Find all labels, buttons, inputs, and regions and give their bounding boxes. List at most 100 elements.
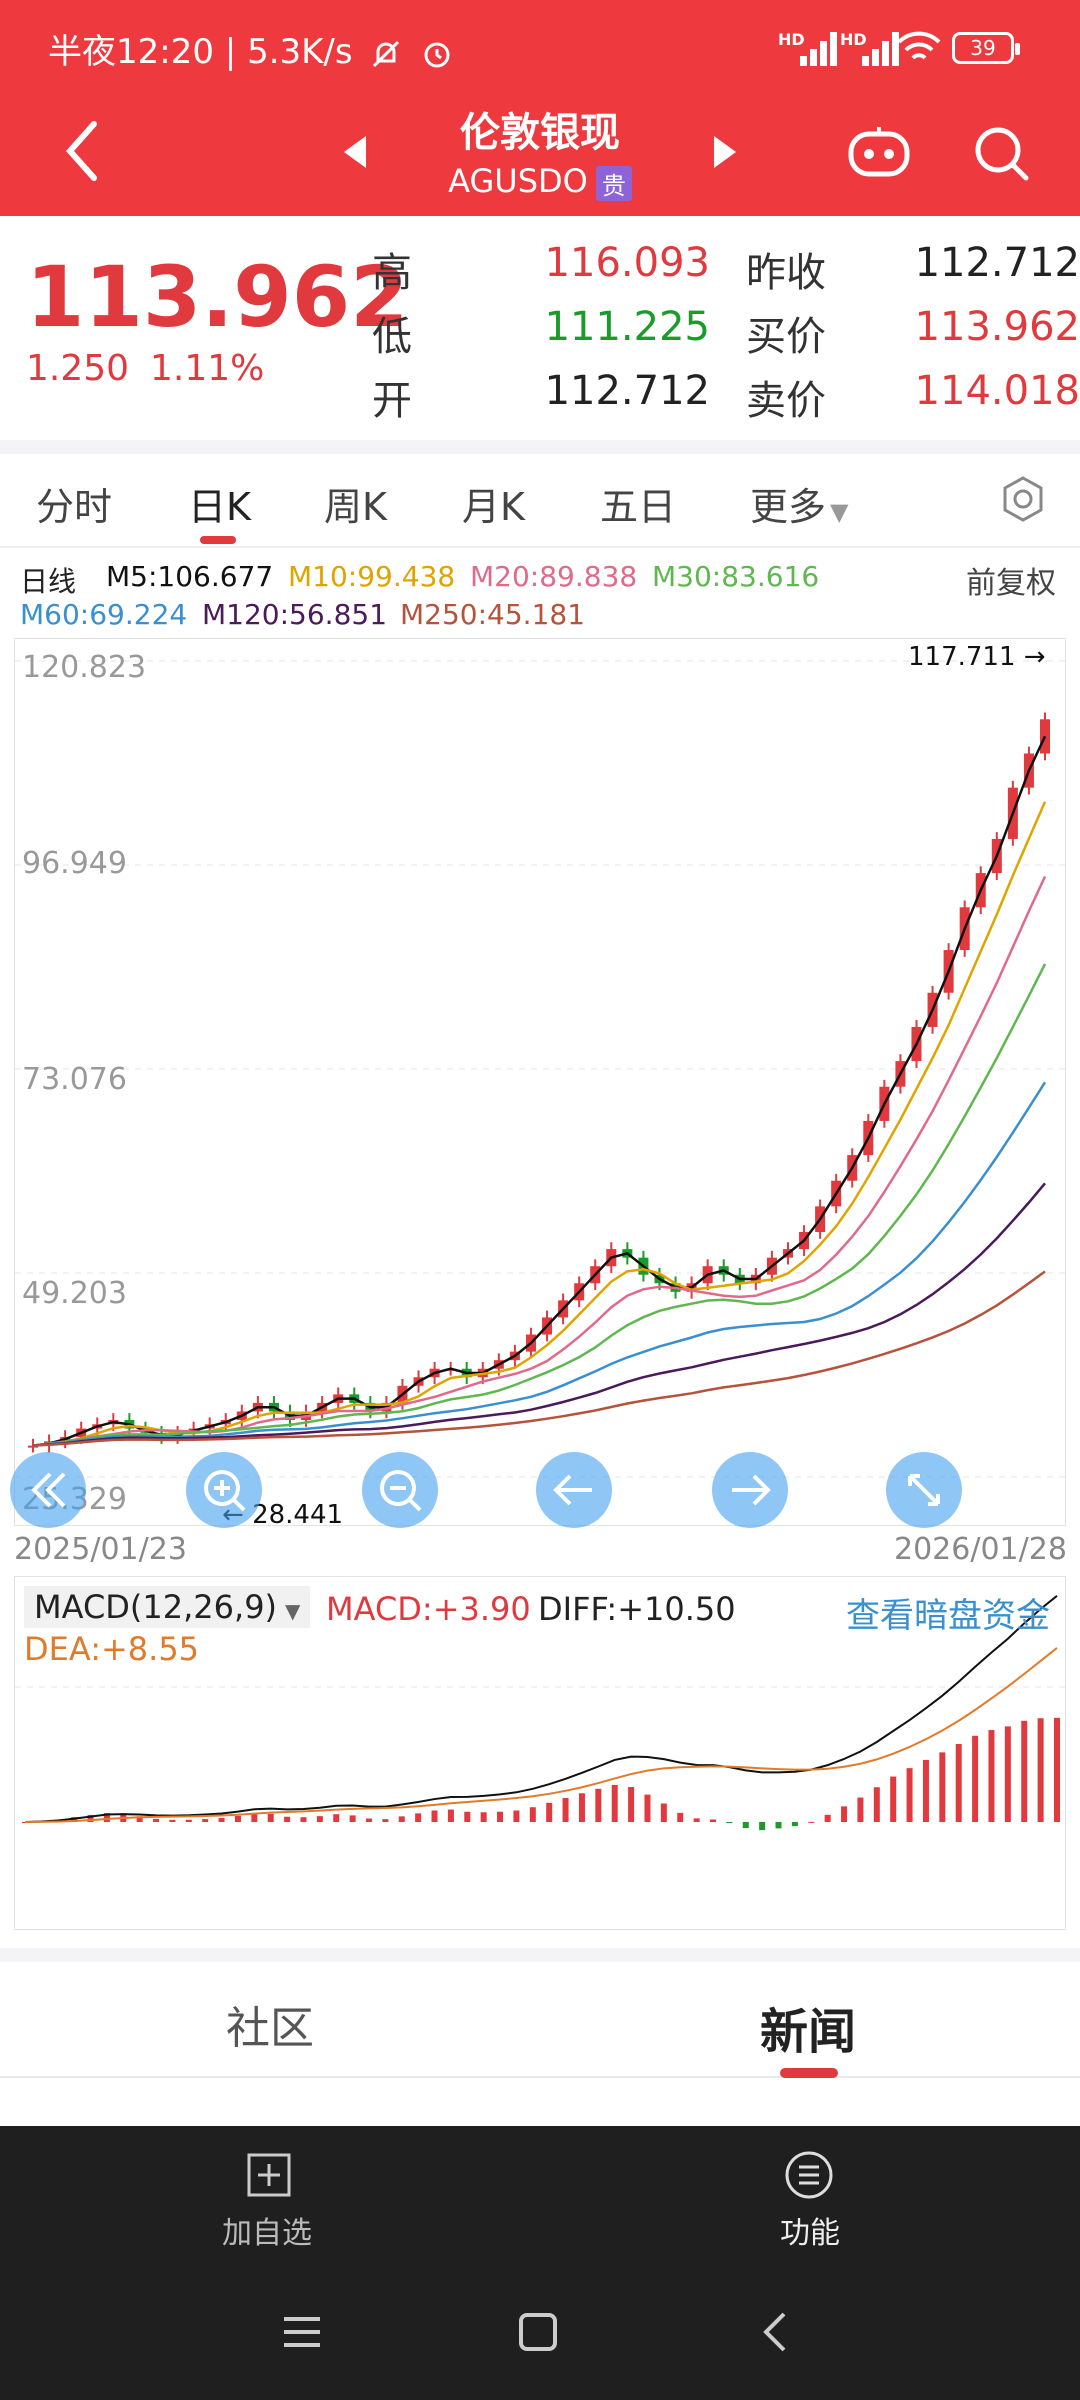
adjust-mode-toggle[interactable]: 前复权 [966, 566, 1056, 601]
last-price: 113.962 [26, 248, 409, 346]
back-arrow-icon[interactable] [62, 118, 102, 184]
macd-bar [1037, 1718, 1044, 1822]
fullscreen-button[interactable] [886, 1452, 962, 1528]
tab-five-day[interactable]: 五日 [600, 485, 677, 529]
more-label: 更多 [750, 485, 827, 529]
robot-assistant-icon[interactable] [846, 124, 912, 180]
tab-community[interactable]: 社区 [226, 2003, 314, 2054]
add-watchlist-icon[interactable] [246, 2152, 292, 2198]
macd-bar [316, 1816, 323, 1822]
macd-bar [366, 1818, 372, 1822]
low-label: 低 [372, 314, 412, 360]
scroll-left-button[interactable] [536, 1452, 612, 1528]
tab-daily-k[interactable]: 日K [188, 485, 251, 529]
x-end-date: 2026/01/28 [894, 1532, 1067, 1567]
settings-icon[interactable] [998, 474, 1048, 524]
macd-chart[interactable] [14, 1576, 1067, 1930]
macd-bar [136, 1816, 143, 1822]
ma-line [32, 801, 1047, 1447]
arrow-right-icon [732, 1474, 771, 1506]
instrument-symbol: AGUSDO 贵 [340, 162, 740, 201]
kline-svg [15, 660, 1067, 1478]
x-start-date: 2025/01/23 [14, 1532, 187, 1567]
candle [1040, 719, 1050, 754]
tab-more[interactable]: 更多 ▼ [750, 476, 848, 531]
signal-icon-2 [862, 30, 910, 66]
macd-indicator-select[interactable]: MACD(12,26,9) ▼ [24, 1586, 311, 1628]
zoom-in-icon [204, 1470, 246, 1512]
macd-bar [922, 1759, 929, 1822]
price-change-pct: 1.11% [150, 348, 265, 389]
ask-label: 卖价 [746, 378, 826, 424]
ma-line [32, 735, 1047, 1447]
macd-bar [742, 1822, 749, 1829]
zoom-out-button[interactable] [362, 1452, 438, 1528]
macd-bar [791, 1822, 798, 1827]
functions-icon[interactable] [784, 2150, 834, 2200]
macd-bar [267, 1813, 274, 1822]
search-icon[interactable] [972, 124, 1032, 184]
y-tick-label: 120.823 [22, 650, 147, 685]
next-symbol-icon[interactable] [710, 134, 740, 170]
home-icon[interactable] [518, 2312, 558, 2352]
scroll-right-button[interactable] [712, 1452, 788, 1528]
macd-bar [398, 1816, 405, 1822]
tabs-divider [0, 546, 1080, 548]
macd-bar [87, 1814, 94, 1822]
category-badge: 贵 [595, 165, 632, 201]
macd-bar [234, 1815, 241, 1822]
kline-chart[interactable] [14, 638, 1067, 1526]
high-label: 高 [372, 250, 412, 296]
macd-bar [972, 1735, 979, 1822]
mute-bell-icon [373, 40, 400, 67]
high-value: 116.093 [544, 240, 710, 286]
macd-bar [22, 1822, 28, 1823]
macd-bar [873, 1787, 880, 1822]
section-divider [0, 1948, 1080, 1962]
status-bar: 半夜12:20 | 5.3K/s [48, 24, 454, 73]
macd-bar [644, 1794, 651, 1822]
macd-bar [759, 1822, 766, 1831]
header-bar: 半夜12:20 | 5.3K/s HD HD 39 伦敦银现 AGUSDO 贵 [0, 0, 1080, 216]
tab-monthly-k[interactable]: 月K [462, 485, 525, 529]
macd-params: MACD(12,26,9) [34, 1588, 278, 1626]
macd-bar [169, 1819, 176, 1822]
active-tab-indicator [200, 536, 236, 544]
zoom-in-button[interactable] [186, 1452, 262, 1528]
tab-news[interactable]: 新闻 [760, 2004, 857, 2060]
bottom-toolbar [0, 2126, 1080, 2400]
open-label: 开 [372, 378, 412, 424]
macd-bar [939, 1752, 946, 1822]
ma-line [32, 1182, 1046, 1447]
hd-tag-1: HD [778, 30, 805, 49]
y-tick-label: 73.076 [22, 1062, 127, 1097]
nav-back-icon[interactable] [760, 2310, 790, 2354]
macd-bar [153, 1818, 160, 1822]
signal-icon-1 [800, 30, 848, 66]
tab-intraday[interactable]: 分时 [36, 485, 113, 529]
macd-bar [660, 1803, 667, 1822]
macd-bar [628, 1787, 635, 1822]
macd-svg [15, 1595, 1067, 1831]
macd-value: MACD:+3.90 [326, 1590, 531, 1628]
add-watchlist-button[interactable]: 加自选 [222, 2216, 312, 2251]
diff-value: DIFF:+10.50 [538, 1590, 736, 1628]
macd-bar [841, 1806, 848, 1822]
arrow-right-icon: → [1015, 642, 1046, 672]
macd-bar [300, 1817, 307, 1822]
prev-symbol-icon[interactable] [340, 134, 370, 170]
macd-bar [382, 1819, 389, 1822]
menu-icon[interactable] [280, 2314, 324, 2350]
wifi-icon [897, 31, 941, 60]
dea-value: DEA:+8.55 [24, 1630, 200, 1668]
macd-bar [808, 1821, 815, 1823]
open-value: 112.712 [544, 368, 710, 414]
macd-bar [185, 1819, 192, 1822]
scroll-start-button[interactable] [10, 1452, 86, 1528]
macd-bar [1004, 1726, 1011, 1822]
ma-line [32, 963, 1047, 1447]
macd-bar [333, 1814, 340, 1822]
tab-weekly-k[interactable]: 周K [324, 485, 387, 529]
functions-button[interactable]: 功能 [780, 2216, 840, 2251]
dark-pool-funds-link[interactable]: 查看暗盘资金 [846, 1596, 1050, 1636]
